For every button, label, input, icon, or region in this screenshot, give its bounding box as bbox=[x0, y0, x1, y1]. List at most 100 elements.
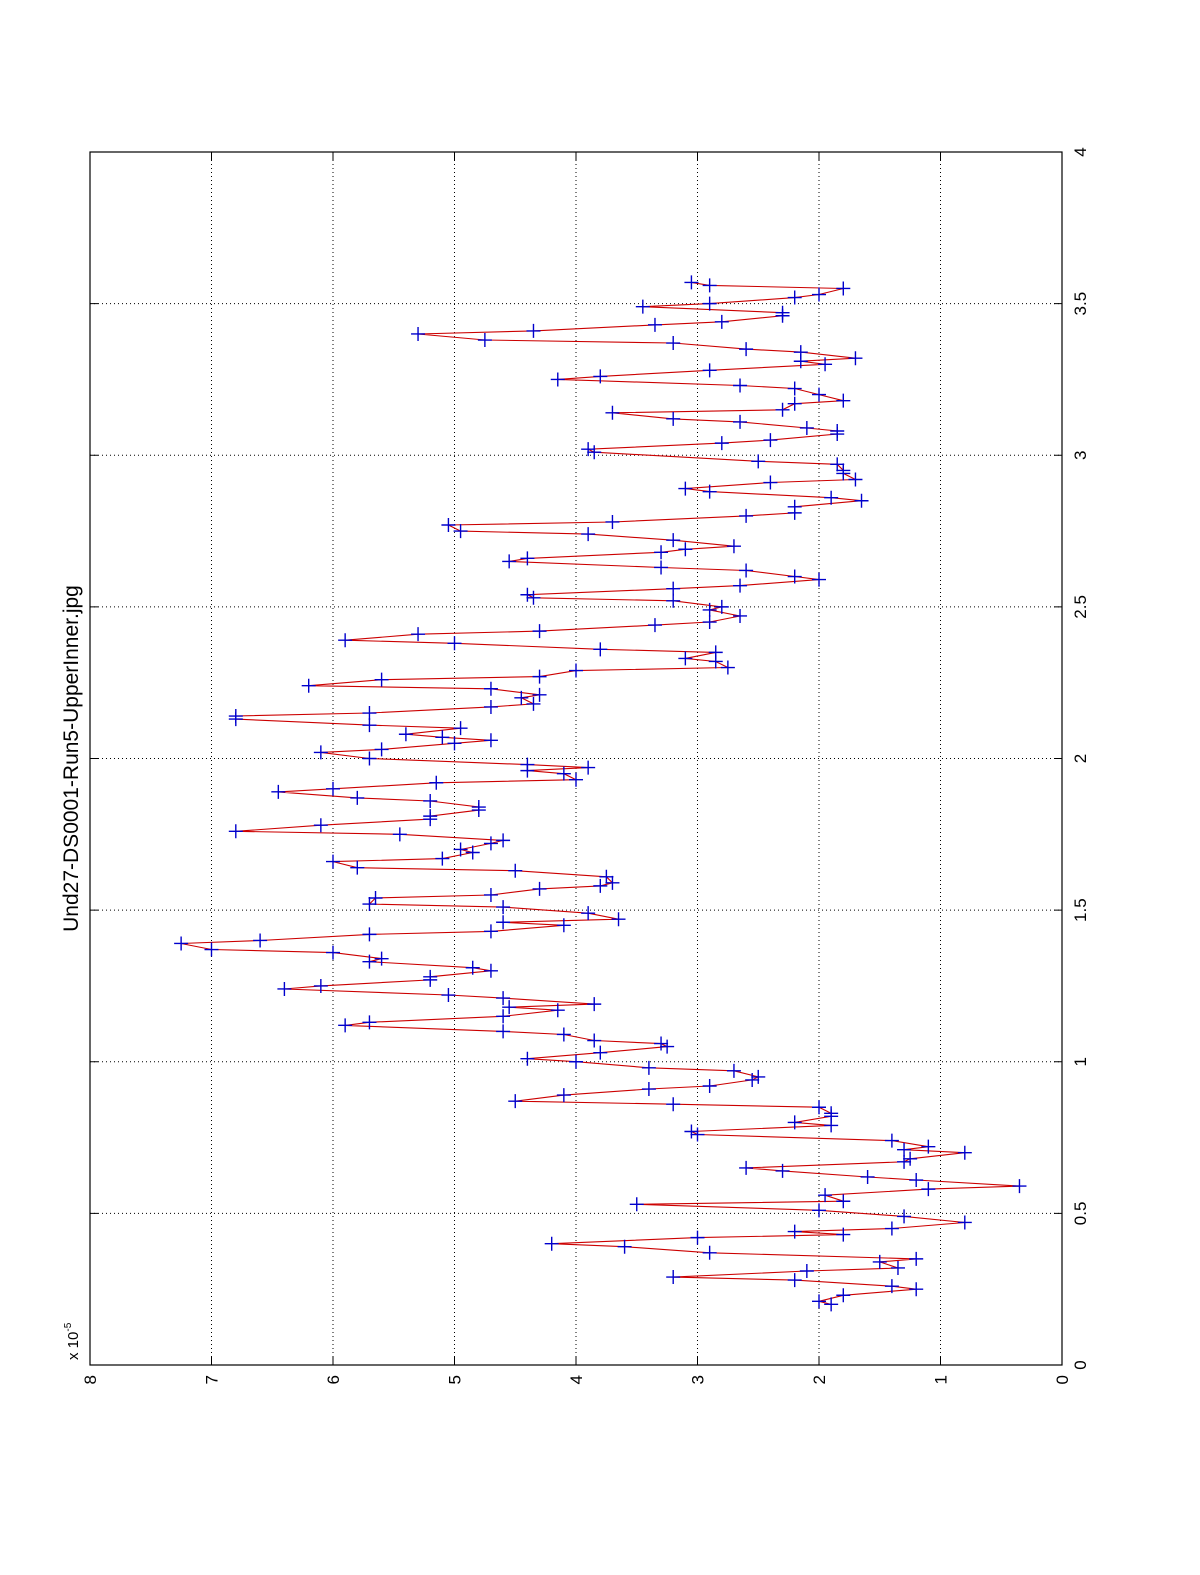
data-marker bbox=[787, 1224, 802, 1239]
data-marker bbox=[271, 784, 286, 799]
data-marker bbox=[836, 1227, 851, 1242]
data-marker bbox=[909, 1173, 924, 1188]
data-marker bbox=[508, 863, 523, 878]
y-exponent-power: -5 bbox=[63, 1322, 74, 1331]
data-marker bbox=[787, 1273, 802, 1288]
data-marker bbox=[690, 1230, 705, 1245]
data-marker bbox=[350, 790, 365, 805]
data-marker bbox=[204, 942, 219, 957]
y-exponent-base: x 10 bbox=[65, 1332, 82, 1360]
data-marker bbox=[435, 851, 450, 866]
x-tick-label: 0 bbox=[1071, 1360, 1090, 1369]
x-tick-label: 1.5 bbox=[1071, 898, 1090, 922]
data-marker bbox=[720, 660, 735, 675]
data-marker bbox=[526, 323, 541, 338]
data-marker bbox=[496, 991, 511, 1006]
data-marker bbox=[884, 1279, 899, 1294]
data-marker bbox=[726, 539, 741, 554]
data-marker bbox=[678, 542, 693, 557]
data-marker bbox=[544, 1236, 559, 1251]
data-marker bbox=[520, 757, 535, 772]
data-marker bbox=[836, 1194, 851, 1209]
data-marker bbox=[556, 766, 571, 781]
data-marker bbox=[1012, 1179, 1027, 1194]
data-marker bbox=[836, 281, 851, 296]
data-marker bbox=[799, 1263, 814, 1278]
x-tick-label: 2 bbox=[1071, 754, 1090, 763]
data-marker bbox=[836, 463, 851, 478]
data-marker bbox=[338, 1018, 353, 1033]
data-marker bbox=[593, 369, 608, 384]
data-marker bbox=[739, 563, 754, 578]
data-marker bbox=[526, 696, 541, 711]
data-marker bbox=[654, 560, 669, 575]
chart-title: Und27-DS0001-Run5-UpperInner.jpg bbox=[60, 585, 83, 932]
data-marker bbox=[465, 845, 480, 860]
data-marker bbox=[605, 875, 620, 890]
data-marker bbox=[502, 1000, 517, 1015]
data-marker bbox=[684, 275, 699, 290]
data-marker bbox=[872, 1254, 887, 1269]
data-marker bbox=[641, 1082, 656, 1097]
data-marker bbox=[812, 1100, 826, 1115]
data-marker bbox=[836, 1288, 851, 1303]
x-tick-label: 3 bbox=[1071, 451, 1090, 460]
data-marker bbox=[957, 1215, 972, 1230]
data-marker bbox=[569, 772, 583, 787]
data-marker bbox=[702, 278, 717, 293]
data-marker bbox=[812, 572, 826, 587]
data-marker bbox=[666, 533, 681, 548]
data-marker bbox=[854, 493, 869, 508]
data-marker bbox=[605, 405, 620, 420]
data-marker bbox=[496, 833, 511, 848]
data-marker bbox=[884, 1221, 899, 1236]
data-marker bbox=[818, 357, 833, 372]
data-marker bbox=[787, 381, 802, 396]
rotated-figure: 0 0.5 1 1.5 2 2.5 3 3.5 4 0 1 2 3 4 5 6 7 8 x 10-5 Und27… bbox=[60, 147, 1090, 1384]
data-marker bbox=[520, 587, 535, 602]
data-marker bbox=[556, 918, 571, 933]
data-marker bbox=[569, 1054, 583, 1069]
data-marker bbox=[228, 709, 243, 724]
data-markers bbox=[174, 275, 1027, 1312]
data-marker bbox=[587, 1033, 602, 1048]
data-marker bbox=[787, 290, 802, 305]
data-marker bbox=[526, 590, 541, 605]
data-marker bbox=[435, 730, 450, 745]
data-marker bbox=[441, 988, 456, 1003]
data-marker bbox=[253, 933, 268, 948]
data-marker bbox=[453, 721, 468, 736]
data-marker bbox=[338, 633, 353, 648]
data-marker bbox=[739, 342, 754, 357]
data-marker bbox=[174, 936, 189, 951]
data-marker bbox=[350, 860, 365, 875]
data-marker bbox=[313, 978, 328, 993]
data-marker bbox=[708, 645, 723, 660]
data-marker bbox=[775, 305, 790, 320]
data-marker bbox=[836, 393, 851, 408]
data-marker bbox=[775, 402, 790, 417]
x-tick-label: 1 bbox=[1071, 1057, 1090, 1066]
data-marker bbox=[921, 1182, 936, 1197]
data-marker bbox=[897, 1209, 912, 1224]
y-tick-label: 0 bbox=[1053, 1375, 1072, 1384]
data-marker bbox=[775, 1163, 790, 1178]
data-marker bbox=[483, 887, 498, 902]
data-marker bbox=[605, 514, 620, 529]
data-marker bbox=[447, 736, 462, 751]
data-marker bbox=[739, 508, 754, 523]
y-tick-label: 8 bbox=[81, 1375, 100, 1384]
data-marker bbox=[368, 890, 383, 905]
data-marker bbox=[453, 842, 468, 857]
data-marker bbox=[666, 336, 681, 351]
plot-area bbox=[90, 152, 1062, 1365]
data-marker bbox=[556, 1027, 571, 1042]
data-marker bbox=[447, 636, 462, 651]
data-marker bbox=[429, 775, 444, 790]
data-marker bbox=[398, 727, 413, 742]
data-marker bbox=[666, 1097, 681, 1112]
data-marker bbox=[392, 827, 407, 842]
y-tick-label: 2 bbox=[810, 1375, 829, 1384]
data-marker bbox=[647, 317, 662, 332]
y-tick-label: 5 bbox=[446, 1375, 465, 1384]
